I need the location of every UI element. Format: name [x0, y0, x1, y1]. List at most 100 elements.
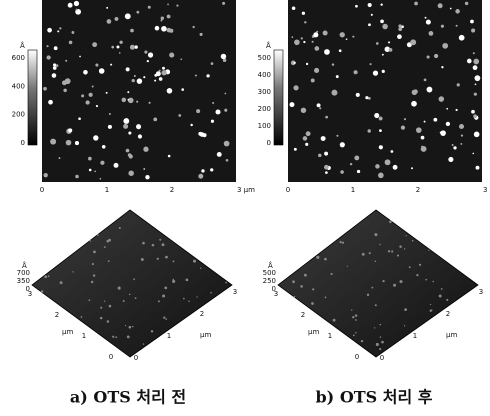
speckle	[425, 19, 431, 25]
right-tick: 1	[167, 332, 171, 340]
surface-speckle	[140, 258, 144, 261]
speckle	[113, 162, 119, 168]
speckle	[46, 45, 49, 48]
speckle	[355, 4, 358, 8]
speckle	[449, 7, 452, 10]
speckle	[106, 19, 112, 24]
speckle	[325, 115, 328, 119]
surface-speckle	[387, 250, 391, 253]
surface-speckle	[103, 246, 106, 249]
afm-image	[42, 0, 236, 182]
speckle	[83, 69, 88, 75]
speckle	[413, 89, 418, 94]
surface-speckle	[429, 309, 432, 312]
colorbar	[27, 49, 38, 146]
afm-image	[288, 0, 482, 182]
speckle	[291, 36, 294, 38]
surface-speckle	[375, 342, 379, 347]
speckle	[324, 49, 330, 55]
surface-speckle	[389, 220, 392, 224]
speckle	[382, 23, 388, 30]
speckle	[130, 28, 134, 33]
speckle	[167, 3, 169, 6]
speckle	[116, 45, 120, 49]
speckle	[458, 123, 465, 130]
colorbar-unit: Å	[20, 41, 25, 50]
surface-speckle	[351, 309, 353, 311]
surface-speckle	[429, 303, 432, 306]
surface-speckle	[379, 323, 382, 326]
surface-speckle	[128, 293, 131, 296]
right-tick: 2	[200, 310, 204, 318]
speckle	[129, 44, 135, 50]
surface-speckle	[316, 255, 320, 259]
speckle	[437, 3, 443, 9]
x-tick-label: 3 μm	[483, 186, 490, 194]
speckle	[53, 63, 57, 67]
z-tick: 500	[263, 269, 276, 277]
speckle	[438, 96, 445, 102]
speckle	[166, 14, 171, 19]
speckle	[368, 23, 371, 27]
speckle	[353, 70, 358, 75]
surface-speckle	[379, 336, 382, 338]
speckle	[471, 28, 476, 33]
speckle	[92, 42, 98, 48]
speckle	[222, 1, 226, 5]
speckle	[127, 91, 130, 94]
speckle	[123, 118, 130, 124]
surface-speckle	[332, 318, 336, 322]
colorbar-tick: 500	[258, 54, 271, 62]
speckle	[161, 70, 167, 76]
surface-speckle	[115, 336, 118, 339]
surface-3d	[277, 209, 479, 358]
speckle	[426, 55, 430, 59]
speckle	[388, 41, 391, 44]
speckle	[441, 66, 444, 69]
speckle	[178, 114, 182, 117]
speckle	[368, 97, 371, 100]
surface-speckle	[312, 288, 315, 291]
right-tick: 1	[413, 332, 417, 340]
speckle	[365, 96, 369, 100]
colorbar	[273, 49, 284, 146]
surface-speckle	[374, 304, 377, 307]
speckle	[400, 125, 406, 130]
colorbar-tick: 400	[12, 82, 25, 90]
surface-speckle	[90, 280, 94, 284]
surface-speckle	[108, 304, 112, 308]
speckle	[88, 92, 93, 97]
speckle	[136, 124, 142, 130]
speckle	[55, 64, 59, 67]
speckle	[369, 63, 372, 66]
speckle	[59, 27, 62, 30]
x-tick-label: 1	[351, 186, 355, 194]
speckle	[93, 135, 99, 141]
speckle	[470, 19, 474, 24]
speckle	[88, 156, 92, 161]
surface-speckle	[126, 335, 130, 339]
speckle	[440, 24, 444, 28]
speckle	[420, 135, 425, 140]
surface-speckle	[225, 281, 227, 284]
surface-speckle	[374, 233, 378, 237]
speckle	[475, 165, 480, 170]
surface-speckle	[293, 295, 296, 298]
surface-speckle	[366, 293, 370, 297]
speckle	[473, 92, 477, 96]
surface-speckle	[60, 282, 63, 285]
surface-speckle	[165, 255, 168, 259]
speckle	[224, 92, 227, 95]
speckle	[380, 3, 383, 6]
speckle	[384, 159, 391, 166]
surface-speckle	[164, 286, 168, 290]
speckle	[47, 27, 52, 33]
speckle	[345, 38, 348, 40]
surface-speckle	[408, 266, 411, 269]
speckle	[160, 16, 165, 20]
speckle	[134, 75, 136, 77]
speckle	[190, 123, 193, 127]
left-tick: 0	[355, 353, 359, 361]
speckle	[210, 62, 214, 65]
speckle	[356, 169, 361, 174]
